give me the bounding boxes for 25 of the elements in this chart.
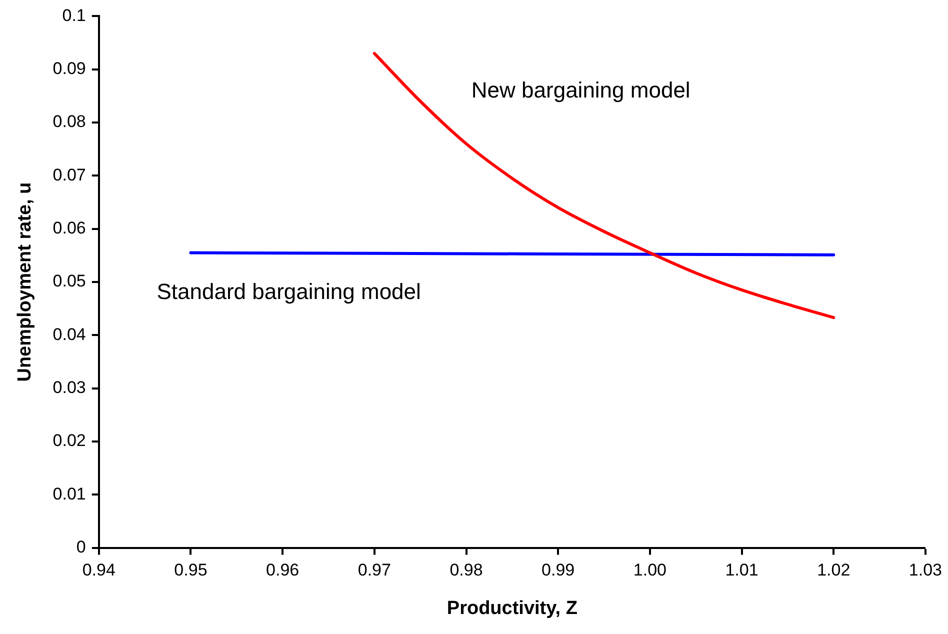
x-tick-label: 1.03 bbox=[908, 560, 942, 580]
series-label: New bargaining model bbox=[471, 77, 690, 102]
y-tick-label: 0.1 bbox=[62, 6, 86, 25]
y-tick-label: 0.01 bbox=[52, 484, 86, 504]
series-label: Standard bargaining model bbox=[156, 278, 421, 304]
x-tick-label: 0.95 bbox=[174, 560, 208, 580]
x-tick-label: 0.94 bbox=[82, 560, 116, 580]
x-tick-label: 1.02 bbox=[817, 560, 850, 580]
x-tick-label: 0.99 bbox=[542, 560, 575, 580]
y-tick-label: 0.07 bbox=[52, 165, 86, 184]
x-tick-label: 0.98 bbox=[450, 560, 483, 580]
x-tick-label: 1.00 bbox=[633, 560, 666, 580]
y-tick-label: 0.06 bbox=[52, 218, 86, 238]
y-tick-label: 0.09 bbox=[52, 59, 86, 78]
x-axis-title: Productivity, Z bbox=[446, 598, 578, 619]
x-tick-label: 1.01 bbox=[725, 560, 758, 580]
y-tick-label: 0 bbox=[76, 537, 86, 556]
y-tick-label: 0.08 bbox=[52, 112, 86, 132]
y-tick-label: 0.04 bbox=[52, 324, 86, 344]
y-axis-title: Unemployment rate, u bbox=[14, 182, 36, 382]
y-tick-label: 0.05 bbox=[52, 272, 86, 291]
y-tick-label: 0.03 bbox=[52, 378, 86, 398]
x-tick-label: 0.96 bbox=[266, 560, 300, 580]
x-tick-label: 0.97 bbox=[358, 560, 391, 580]
y-tick-label: 0.02 bbox=[52, 431, 86, 450]
